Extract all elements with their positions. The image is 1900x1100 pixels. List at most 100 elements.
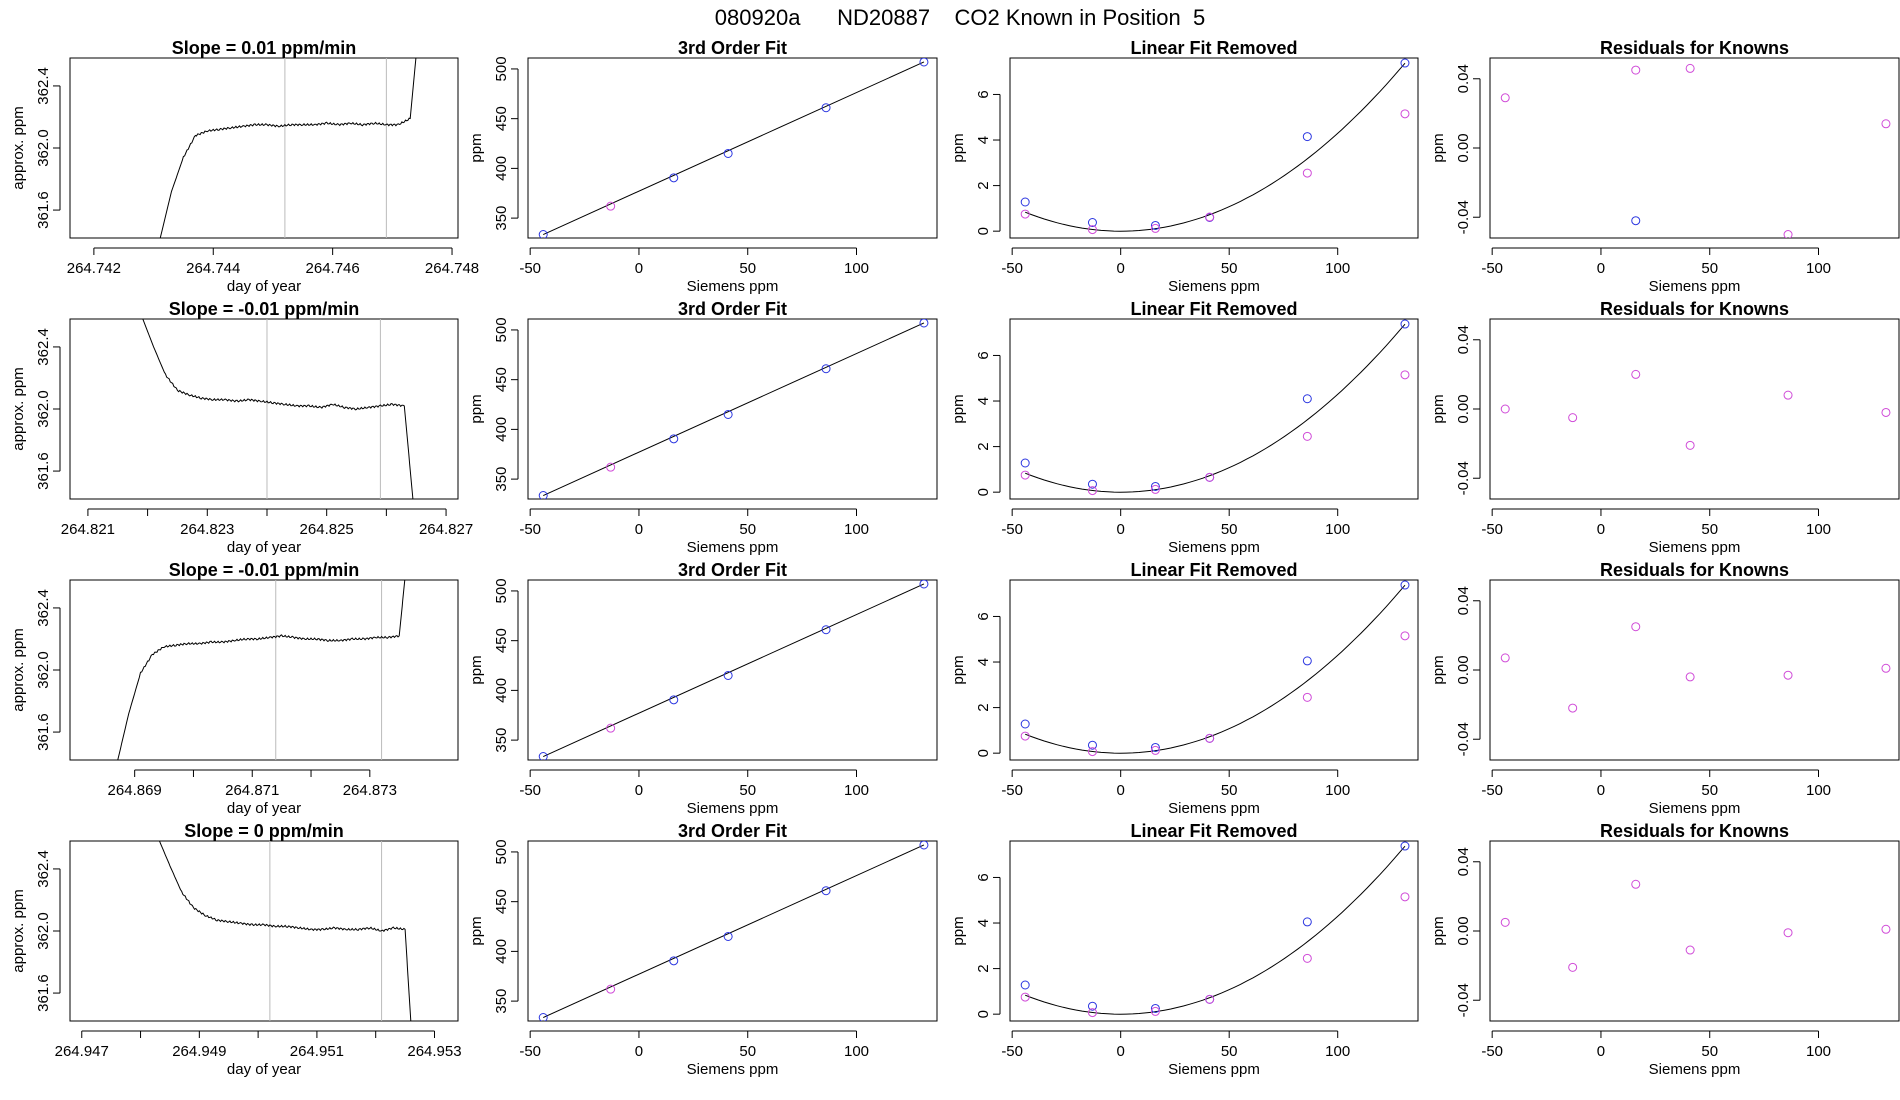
magenta-point	[1150, 745, 1160, 755]
x-tick-label: 264.742	[67, 260, 121, 277]
y-tick-label: 361.6	[35, 191, 52, 229]
y-tick-label: 6	[975, 351, 992, 359]
y-tick-label: 350	[493, 206, 510, 231]
magenta-point	[606, 462, 616, 472]
magenta-point	[1150, 223, 1160, 233]
magenta-point	[1881, 119, 1891, 129]
y-tick-label: -0.04	[1455, 200, 1472, 234]
y-axis-label: approx. ppm	[10, 106, 27, 189]
magenta-point	[1400, 631, 1410, 641]
x-tick-label: 100	[844, 782, 869, 799]
y-tick-label: 400	[493, 939, 510, 964]
plot-area	[1020, 319, 1410, 496]
x-tick-label: 100	[1806, 1043, 1831, 1060]
x-tick-label: 50	[1701, 782, 1718, 799]
blue-point	[919, 319, 929, 328]
x-tick-label: 0	[635, 782, 643, 799]
magenta-point	[1150, 484, 1160, 494]
blue-point	[1150, 1003, 1160, 1013]
y-tick-label: 400	[493, 417, 510, 442]
panel-title: Slope = 0.01 ppm/min	[172, 38, 357, 58]
plot-area	[1020, 58, 1410, 235]
x-tick-label: 50	[1221, 521, 1238, 538]
x-tick-label: 50	[739, 260, 756, 277]
x-tick-label: -50	[1001, 782, 1023, 799]
plot-area	[1500, 879, 1891, 972]
y-tick-label: 350	[493, 728, 510, 753]
panel-1-2: Linear Fit Removed -50 0 50 100 Siemens ppm 0 2…	[950, 299, 1419, 556]
plot-area	[1500, 369, 1891, 450]
blue-point	[1400, 841, 1410, 851]
y-tick-label: 500	[493, 839, 510, 864]
plot-frame	[1489, 318, 1900, 500]
fit-line	[543, 583, 925, 757]
magenta-point	[1020, 470, 1030, 480]
blue-point	[919, 841, 929, 850]
x-tick-label: 264.947	[55, 1043, 109, 1060]
panel-1-0: Slope = -0.01 ppm/min 264.821 264.823 264.8…	[10, 299, 473, 556]
y-tick-label: -0.04	[1455, 722, 1472, 756]
y-tick-label: 4	[975, 397, 992, 405]
panel-title: Residuals for Knowns	[1600, 299, 1789, 319]
y-tick-label: 362.0	[35, 651, 52, 689]
y-tick-label: 362.4	[35, 850, 52, 888]
x-tick-label: 100	[844, 521, 869, 538]
panel-title: Slope = -0.01 ppm/min	[169, 560, 360, 580]
x-tick-label: 50	[1221, 1043, 1238, 1060]
x-tick-label: 0	[1597, 260, 1605, 277]
plot-area	[142, 319, 414, 499]
plot-area	[1020, 841, 1410, 1018]
y-tick-label: 450	[493, 628, 510, 653]
x-tick-label: 50	[739, 1043, 756, 1060]
panel-title: Linear Fit Removed	[1130, 38, 1297, 58]
panel-3-3: Residuals for Knowns -50 0 50 100 Siemens ppm…	[1430, 821, 1900, 1078]
x-tick-label: 0	[1117, 260, 1125, 277]
y-tick-label: 4	[975, 658, 992, 666]
x-tick-label: 0	[1117, 1043, 1125, 1060]
panel-title: Linear Fit Removed	[1130, 299, 1297, 319]
plot-frame	[1489, 579, 1900, 761]
x-tick-label: 0	[1597, 521, 1605, 538]
y-tick-label: 362.0	[35, 912, 52, 950]
x-tick-label: 100	[844, 1043, 869, 1060]
panel-1-3: Residuals for Knowns -50 0 50 100 Siemens ppm…	[1430, 299, 1900, 556]
x-tick-label: 100	[1325, 260, 1350, 277]
panel-2-2: Linear Fit Removed -50 0 50 100 Siemens ppm 0 2…	[950, 560, 1419, 817]
magenta-point	[1685, 945, 1695, 955]
x-tick-label: 0	[635, 521, 643, 538]
plot-frame	[1009, 579, 1419, 761]
y-axis-label: ppm	[468, 394, 485, 423]
magenta-point	[1500, 93, 1510, 103]
plot-frame	[69, 579, 459, 761]
x-tick-label: 0	[1117, 521, 1125, 538]
x-axis-label: Siemens ppm	[687, 539, 779, 556]
y-tick-label: 400	[493, 678, 510, 703]
y-tick-label: 4	[975, 136, 992, 144]
plot-area	[538, 841, 929, 1021]
y-tick-label: 6	[975, 873, 992, 881]
fit-line	[543, 61, 925, 235]
blue-point	[919, 580, 929, 589]
x-tick-label: 50	[1221, 782, 1238, 799]
panel-0-1: 3rd Order Fit -50 0 50 100 Siemens ppm 350 400 4…	[468, 38, 938, 295]
y-tick-label: 0.00	[1455, 916, 1472, 945]
plot-frame	[69, 840, 459, 1022]
x-tick-label: 264.951	[290, 1043, 344, 1060]
magenta-point	[1302, 692, 1312, 702]
blue-point	[1400, 319, 1410, 329]
fit-curve	[1025, 62, 1406, 232]
x-axis-label: Siemens ppm	[1168, 1061, 1260, 1078]
plot-frame	[527, 579, 938, 761]
x-axis-label: Siemens ppm	[1649, 1061, 1741, 1078]
magenta-point	[1881, 663, 1891, 673]
magenta-point	[1087, 486, 1097, 496]
x-tick-label: 264.871	[225, 782, 279, 799]
y-tick-label: 0	[975, 488, 992, 496]
x-axis-label: day of year	[227, 1061, 301, 1078]
y-tick-label: 2	[975, 442, 992, 450]
magenta-point	[1631, 879, 1641, 889]
x-tick-label: 264.825	[300, 521, 354, 538]
magenta-point	[1568, 962, 1578, 972]
blue-point	[1302, 917, 1312, 927]
magenta-point	[1783, 670, 1793, 680]
